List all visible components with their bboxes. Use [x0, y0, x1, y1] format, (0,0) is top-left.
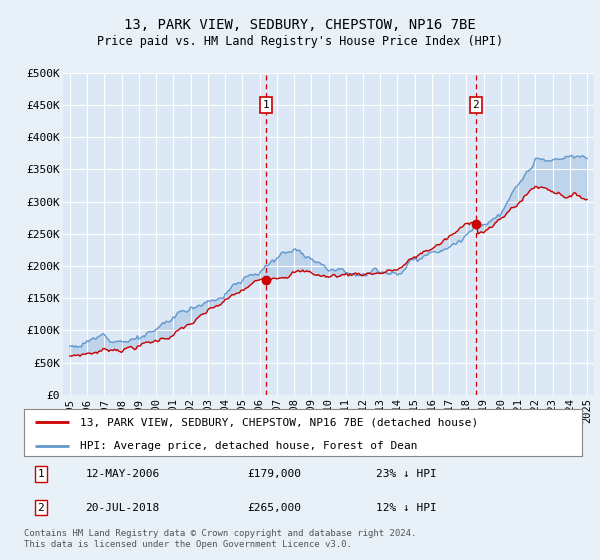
- Text: £265,000: £265,000: [247, 502, 301, 512]
- Text: 20-JUL-2018: 20-JUL-2018: [85, 502, 160, 512]
- Text: 2: 2: [37, 502, 44, 512]
- Text: £179,000: £179,000: [247, 469, 301, 479]
- Text: 13, PARK VIEW, SEDBURY, CHEPSTOW, NP16 7BE: 13, PARK VIEW, SEDBURY, CHEPSTOW, NP16 7…: [124, 18, 476, 32]
- Text: 2: 2: [473, 100, 479, 110]
- Text: HPI: Average price, detached house, Forest of Dean: HPI: Average price, detached house, Fore…: [80, 441, 418, 451]
- Text: 1: 1: [263, 100, 269, 110]
- Text: 23% ↓ HPI: 23% ↓ HPI: [376, 469, 436, 479]
- Text: 12-MAY-2006: 12-MAY-2006: [85, 469, 160, 479]
- Text: 12% ↓ HPI: 12% ↓ HPI: [376, 502, 436, 512]
- Text: Contains HM Land Registry data © Crown copyright and database right 2024.
This d: Contains HM Land Registry data © Crown c…: [24, 529, 416, 549]
- Text: 1: 1: [37, 469, 44, 479]
- Text: Price paid vs. HM Land Registry's House Price Index (HPI): Price paid vs. HM Land Registry's House …: [97, 35, 503, 49]
- Text: 13, PARK VIEW, SEDBURY, CHEPSTOW, NP16 7BE (detached house): 13, PARK VIEW, SEDBURY, CHEPSTOW, NP16 7…: [80, 417, 478, 427]
